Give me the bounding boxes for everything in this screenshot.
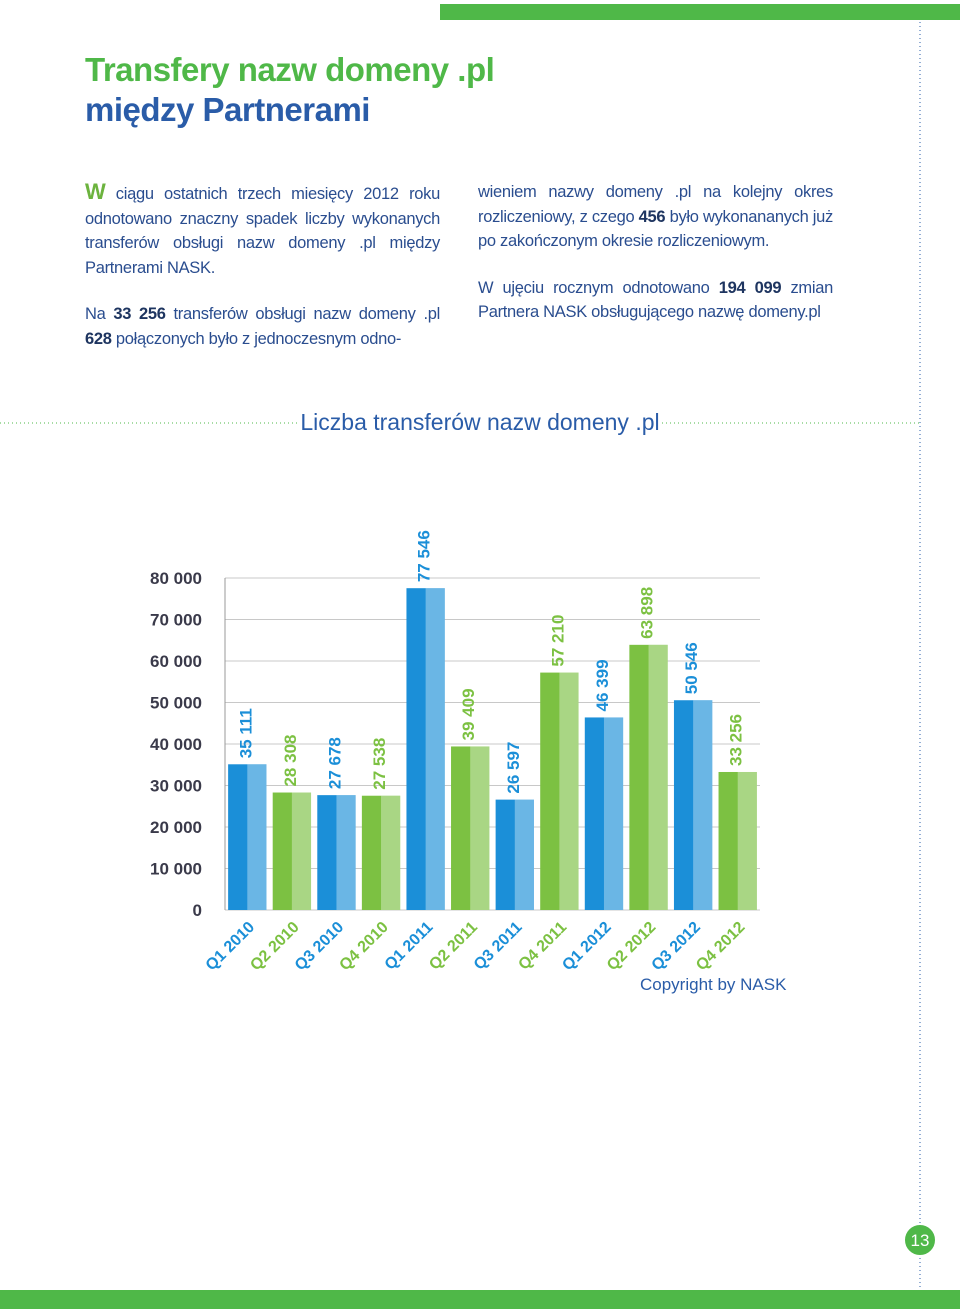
bar — [629, 644, 668, 910]
bar-highlight — [514, 799, 534, 910]
number: 194 099 — [718, 278, 782, 297]
text: połączonych było z jednoczesnym odno- — [111, 329, 402, 348]
bar — [451, 746, 490, 910]
bar — [495, 799, 534, 910]
text: zmian Partnera NASK obsługującego nazwę … — [478, 278, 833, 322]
bar — [272, 792, 312, 910]
bar — [540, 672, 579, 910]
chart-title: Liczba transferów nazw domeny .pl — [300, 409, 659, 435]
bar-highlight — [381, 795, 401, 910]
text: W ujęciu rocznym odnotowano — [478, 278, 719, 297]
bar — [584, 717, 624, 910]
bar-highlight — [559, 672, 579, 910]
x-tick-label: Q4 2012 — [693, 919, 748, 974]
bar-highlight — [648, 644, 668, 910]
paragraph: W ciągu ostatnich trzech miesięcy 2012 r… — [85, 179, 440, 280]
value-label: 77 546 — [415, 530, 434, 582]
y-tick-label: 10 000 — [150, 860, 202, 879]
paragraph: Na 33 256 transferów obsługi nazw domeny… — [85, 302, 440, 351]
y-tick-label: 70 000 — [150, 611, 202, 630]
y-tick-label: 20 000 — [150, 818, 202, 837]
bar — [718, 771, 757, 910]
value-label: 28 308 — [281, 735, 300, 787]
value-label: 57 210 — [548, 615, 567, 667]
title: Transfery nazw domeny .pl między Partner… — [85, 50, 495, 130]
bar — [228, 764, 267, 910]
top-bar — [440, 4, 960, 20]
y-tick-label: 30 000 — [150, 777, 202, 796]
bar-highlight — [737, 771, 757, 910]
x-tick-label: Q3 2011 — [471, 919, 526, 974]
x-tick-label: Q2 2011 — [426, 919, 481, 974]
value-label: 27 538 — [370, 738, 389, 790]
bar — [406, 588, 445, 910]
value-label: 27 678 — [325, 737, 344, 789]
bar-highlight — [603, 717, 624, 910]
text: wieniem nazwy domeny .pl na kolejny okre… — [478, 183, 833, 226]
value-label: 35 111 — [236, 708, 255, 758]
bar — [317, 795, 356, 910]
text: było wykonananych już po zakończonym okr… — [478, 207, 834, 251]
number: 456 — [638, 207, 666, 226]
value-label: 26 597 — [504, 742, 523, 794]
bar-highlight — [247, 764, 267, 910]
value-label: 39 409 — [459, 688, 478, 740]
value-label: 50 546 — [682, 642, 701, 694]
bar-highlight — [425, 588, 445, 910]
y-tick-label: 40 000 — [150, 735, 202, 754]
number: 628 — [85, 329, 112, 348]
value-label: 63 898 — [638, 587, 657, 639]
bar — [673, 700, 713, 910]
right-column: wieniem nazwy domeny .pl na kolejny okre… — [478, 180, 833, 347]
text: Na — [85, 305, 114, 323]
left-column: W ciągu ostatnich trzech miesięcy 2012 r… — [85, 179, 440, 373]
y-tick-label: 0 — [193, 901, 202, 920]
bottom-bar — [0, 1290, 960, 1309]
y-tick-label: 80 000 — [150, 569, 202, 588]
y-tick-label: 60 000 — [150, 652, 202, 671]
copyright: Copyright by NASK — [640, 975, 787, 994]
x-tick-label: Q4 2010 — [336, 919, 391, 974]
text: transferów obsługi nazw domeny .pl — [165, 305, 441, 323]
paragraph: W ujęciu rocznym odnotowano 194 099 zmia… — [478, 276, 833, 325]
title-line: Transfery nazw domeny .pl — [85, 51, 495, 88]
bar-highlight — [693, 700, 713, 910]
text: ciągu ostatnich trzech miesięcy 2012 rok… — [85, 185, 440, 277]
bar-highlight — [291, 792, 312, 910]
page-badge — [903, 1223, 937, 1257]
x-tick-label: Q1 2011 — [382, 919, 437, 974]
title-line: między Partnerami — [85, 91, 370, 128]
bar-highlight — [336, 795, 356, 910]
value-label: 46 399 — [593, 659, 612, 711]
bar-highlight — [470, 746, 490, 910]
page-number: 13 — [911, 1231, 930, 1250]
bar — [361, 795, 401, 910]
number: 33 256 — [113, 305, 166, 323]
dropcap: W — [85, 179, 106, 204]
y-tick-label: 50 000 — [150, 694, 202, 713]
value-label: 33 256 — [727, 714, 746, 766]
paragraph: wieniem nazwy domeny .pl na kolejny okre… — [478, 180, 833, 254]
